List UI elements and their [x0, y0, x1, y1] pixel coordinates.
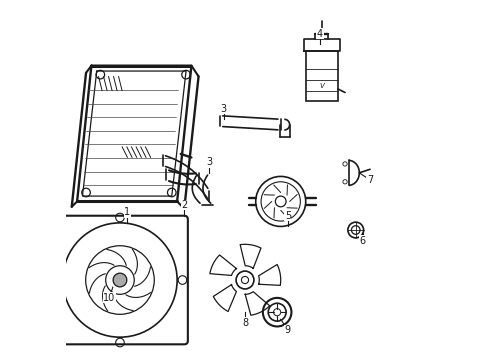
Text: 3: 3	[206, 157, 212, 167]
Text: 4: 4	[317, 28, 323, 39]
Circle shape	[113, 273, 127, 287]
FancyBboxPatch shape	[306, 51, 338, 102]
Text: 5: 5	[285, 211, 291, 221]
Text: 9: 9	[285, 325, 291, 335]
Text: 7: 7	[367, 175, 373, 185]
Text: V: V	[319, 84, 324, 89]
Text: 8: 8	[242, 318, 248, 328]
Text: 2: 2	[181, 200, 187, 210]
Text: 1: 1	[124, 207, 130, 217]
FancyBboxPatch shape	[52, 216, 188, 344]
Text: 3: 3	[220, 104, 227, 113]
Text: 6: 6	[360, 236, 366, 246]
Text: 10: 10	[103, 293, 115, 303]
